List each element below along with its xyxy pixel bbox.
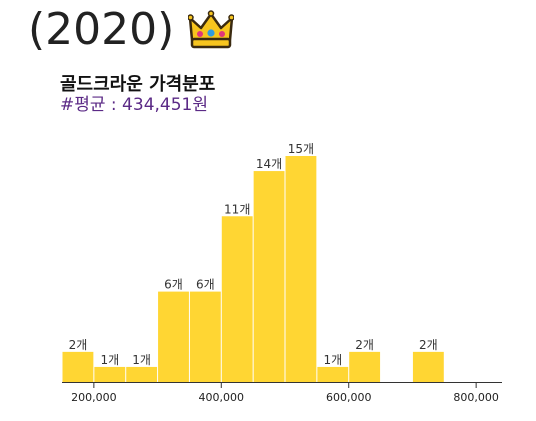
histogram-bar xyxy=(189,291,221,382)
bar-count-label: 11개 xyxy=(224,202,250,216)
histogram-bar xyxy=(94,366,126,382)
histogram-bar xyxy=(62,351,94,382)
bar-count-label: 6개 xyxy=(196,278,215,292)
bar-count-label: 1개 xyxy=(100,353,119,367)
x-tick-label: 600,000 xyxy=(326,391,372,404)
year-title: (2020) xyxy=(28,4,175,55)
histogram-bar xyxy=(253,171,285,382)
bar-count-label: 6개 xyxy=(164,278,183,292)
x-tick-label: 200,000 xyxy=(71,391,117,404)
x-tick-label: 400,000 xyxy=(199,391,245,404)
bar-count-label: 14개 xyxy=(256,157,282,171)
bar-count-label: 2개 xyxy=(69,338,88,352)
bar-count-label: 1개 xyxy=(323,353,342,367)
histogram-bar xyxy=(317,366,349,382)
histogram-bar xyxy=(412,351,444,382)
bar-count-label: 1개 xyxy=(132,353,151,367)
histogram-bar xyxy=(126,366,158,382)
histogram-bar xyxy=(285,156,317,382)
chart-subtitle: #평균 : 434,451원 xyxy=(60,95,208,115)
chart-title: 골드크라운 가격분포 xyxy=(60,74,216,95)
crown-icon xyxy=(188,10,235,49)
bar-count-label: 2개 xyxy=(355,338,374,352)
histogram-bar xyxy=(349,351,381,382)
histogram-bar xyxy=(221,216,253,382)
heading: (2020) xyxy=(28,2,235,58)
histogram-bar xyxy=(158,291,189,382)
x-tick-label: 800,000 xyxy=(453,391,499,404)
bar-count-label: 2개 xyxy=(419,338,438,352)
bar-count-label: 15개 xyxy=(288,142,314,156)
